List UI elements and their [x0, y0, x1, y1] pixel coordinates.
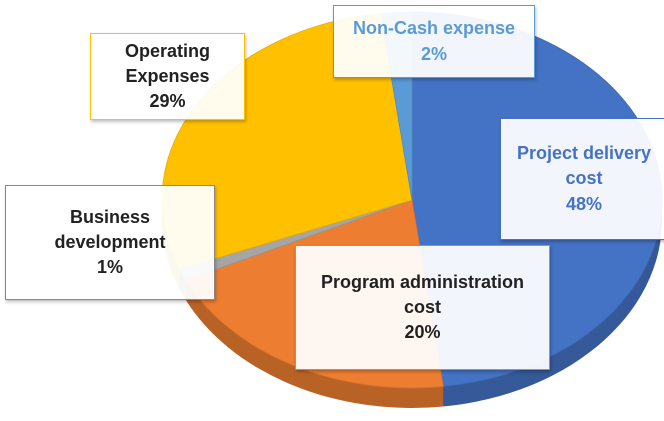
value-label: 20% — [404, 322, 441, 343]
category-label: Non-Cash expense — [352, 18, 516, 39]
callout: Non-Cash expense 2% — [333, 5, 535, 78]
category-label: Program administration cost — [320, 271, 525, 317]
value-label: 2% — [420, 43, 447, 64]
callout: Operating Expenses 29% — [90, 33, 245, 120]
value-label: 1% — [96, 257, 123, 278]
callout: Project delivery cost 48% — [500, 118, 664, 240]
category-label: Project delivery cost — [516, 143, 652, 189]
callout: Business development 1% — [5, 185, 215, 300]
category-label: Operating Expenses — [124, 40, 210, 86]
callout: Program administration cost 20% — [295, 245, 550, 370]
category-label: Business development — [54, 206, 166, 252]
value-label: 29% — [149, 91, 186, 112]
value-label: 48% — [565, 193, 603, 214]
